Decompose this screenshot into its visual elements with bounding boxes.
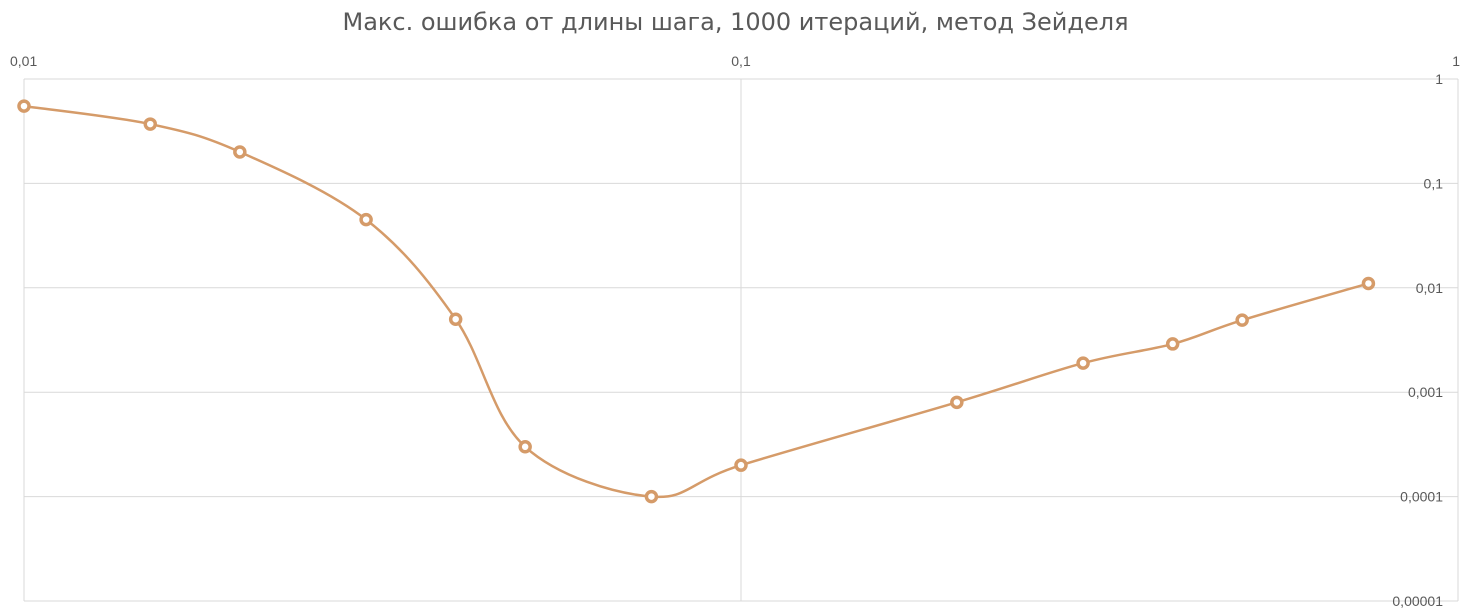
x-tick-label: 1 [1452,53,1460,69]
x-axis-ticks: 0,01 0,1 1 [10,53,1460,69]
x-tick-label: 0,01 [10,53,37,69]
data-point [1235,313,1249,327]
data-point [1361,276,1376,291]
y-tick-label: 0,01 [1416,280,1443,296]
data-point [233,145,247,159]
series-layer [17,99,1376,504]
chart-title: Макс. ошибка от длины шага, 1000 итераци… [342,8,1129,36]
y-tick-label: 0,0001 [1400,489,1443,505]
y-tick-label: 0,001 [1408,384,1443,400]
x-tick-label: 0,1 [731,53,751,69]
data-point [143,117,158,131]
data-point [359,212,373,227]
data-point [950,395,964,410]
series-line [23,104,1369,499]
y-axis-ticks: 1 0,1 0,01 0,001 0,0001 0,00001 [1392,71,1443,609]
data-point [518,440,532,454]
data-point [644,489,659,504]
data-point [448,312,463,326]
data-point [1076,356,1090,370]
data-point [734,458,748,472]
data-point [17,99,31,113]
y-tick-label: 0,1 [1424,175,1444,191]
y-tick-label: 1 [1435,71,1443,87]
y-tick-label: 0,00001 [1392,593,1443,609]
grid-lines [23,78,1459,602]
data-point [1165,337,1180,351]
